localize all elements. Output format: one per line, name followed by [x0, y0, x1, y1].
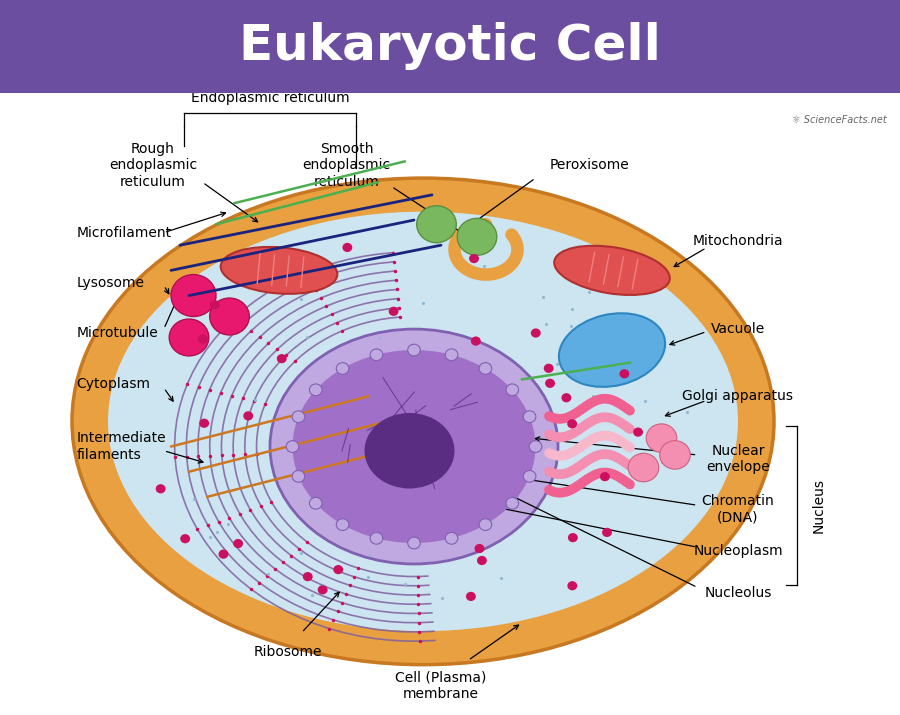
Text: Rough
endoplasmic
reticulum: Rough endoplasmic reticulum	[109, 142, 197, 189]
Circle shape	[660, 440, 690, 469]
Text: Chromatin
(DNA): Chromatin (DNA)	[702, 494, 774, 525]
Circle shape	[337, 518, 349, 531]
Circle shape	[318, 585, 328, 594]
Ellipse shape	[364, 413, 454, 488]
Circle shape	[370, 349, 382, 360]
Ellipse shape	[554, 246, 670, 295]
Circle shape	[474, 544, 484, 553]
Text: Golgi apparatus: Golgi apparatus	[682, 389, 794, 403]
Text: Ribosome: Ribosome	[254, 645, 322, 659]
Circle shape	[619, 369, 629, 378]
Text: Microfilament: Microfilament	[76, 226, 172, 240]
Circle shape	[471, 337, 481, 345]
Circle shape	[292, 411, 305, 423]
Circle shape	[466, 592, 476, 601]
Text: Eukaryotic Cell: Eukaryotic Cell	[239, 22, 661, 71]
Circle shape	[333, 565, 343, 574]
Circle shape	[602, 528, 612, 537]
Circle shape	[277, 354, 287, 363]
Circle shape	[171, 275, 216, 317]
Circle shape	[286, 440, 299, 453]
Circle shape	[506, 384, 518, 395]
Text: ⚛ ScienceFacts.net: ⚛ ScienceFacts.net	[792, 115, 886, 125]
Circle shape	[531, 328, 541, 337]
Circle shape	[545, 379, 555, 388]
Circle shape	[310, 384, 322, 395]
Circle shape	[628, 453, 659, 482]
Circle shape	[633, 428, 643, 437]
Text: Smooth
endoplasmic
reticulum: Smooth endoplasmic reticulum	[302, 142, 391, 189]
Ellipse shape	[72, 178, 774, 665]
Circle shape	[389, 307, 399, 316]
Circle shape	[523, 411, 536, 423]
Circle shape	[233, 539, 243, 548]
Circle shape	[479, 363, 491, 375]
Ellipse shape	[292, 350, 536, 543]
Circle shape	[600, 472, 610, 481]
Circle shape	[210, 300, 220, 310]
Text: Cell (Plasma)
membrane: Cell (Plasma) membrane	[395, 671, 487, 701]
Text: Vacuole: Vacuole	[711, 322, 765, 336]
Circle shape	[180, 534, 190, 543]
Text: Nuclear
envelope: Nuclear envelope	[706, 444, 770, 474]
Text: Peroxisome: Peroxisome	[550, 159, 629, 172]
Circle shape	[169, 319, 209, 356]
Text: Nucleus: Nucleus	[812, 478, 826, 533]
Circle shape	[523, 470, 536, 482]
Ellipse shape	[220, 247, 338, 294]
Circle shape	[567, 419, 577, 428]
Circle shape	[477, 556, 487, 565]
Text: Lysosome: Lysosome	[76, 276, 145, 290]
Circle shape	[446, 349, 458, 360]
Circle shape	[199, 418, 209, 428]
Ellipse shape	[270, 329, 558, 564]
Circle shape	[646, 424, 677, 453]
Circle shape	[529, 440, 542, 453]
Circle shape	[568, 533, 578, 542]
Circle shape	[198, 335, 208, 344]
Circle shape	[408, 344, 420, 356]
Text: Nucleolus: Nucleolus	[705, 586, 771, 601]
Circle shape	[292, 470, 305, 482]
Circle shape	[544, 364, 554, 373]
Circle shape	[302, 572, 312, 581]
Circle shape	[337, 363, 349, 375]
Circle shape	[210, 298, 249, 335]
Text: Intermediate
filaments: Intermediate filaments	[76, 431, 166, 462]
Circle shape	[408, 537, 420, 549]
Text: Cytoplasm: Cytoplasm	[76, 377, 150, 390]
Text: Mitochondria: Mitochondria	[693, 234, 783, 248]
Circle shape	[156, 484, 166, 493]
Circle shape	[219, 550, 229, 558]
Circle shape	[417, 206, 456, 242]
Circle shape	[506, 498, 518, 509]
Circle shape	[562, 393, 572, 403]
Text: Endoplasmic reticulum: Endoplasmic reticulum	[191, 92, 349, 105]
Circle shape	[479, 518, 491, 531]
Circle shape	[243, 411, 253, 420]
Circle shape	[469, 254, 479, 263]
Circle shape	[310, 498, 322, 509]
Circle shape	[567, 581, 577, 591]
Text: Microtubule: Microtubule	[76, 326, 158, 340]
Ellipse shape	[108, 212, 738, 631]
Text: Nucleoplasm: Nucleoplasm	[693, 544, 783, 558]
Circle shape	[457, 218, 497, 255]
Circle shape	[342, 243, 352, 252]
Ellipse shape	[559, 313, 665, 387]
Circle shape	[370, 533, 382, 544]
Circle shape	[446, 533, 458, 544]
